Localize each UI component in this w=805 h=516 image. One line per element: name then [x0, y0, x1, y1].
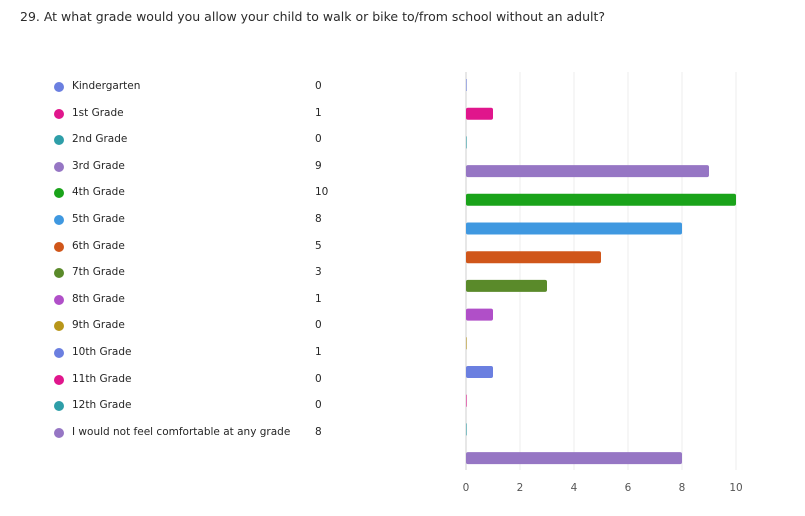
bar [466, 222, 682, 235]
legend-label: I would not feel comfortable at any grad… [72, 425, 291, 438]
bar [466, 423, 467, 436]
legend-count: 0 [315, 319, 322, 332]
legend-label: 11th Grade [72, 372, 132, 385]
legend-count: 0 [315, 133, 322, 146]
legend-label: 2nd Grade [72, 133, 128, 146]
legend-count: 0 [315, 372, 322, 385]
legend-item: 2nd Grade 0 [0, 130, 360, 150]
bar [466, 165, 709, 178]
legend-count: 10 [315, 186, 329, 199]
legend-swatch [54, 241, 64, 252]
legend-label: 1st Grade [72, 106, 124, 119]
x-tick-label: 10 [729, 482, 742, 494]
legend-item: 4th Grade 10 [0, 183, 360, 203]
x-tick-label: 2 [517, 482, 524, 494]
bar [466, 279, 547, 292]
legend-swatch [54, 108, 64, 119]
legend-count: 0 [315, 399, 322, 412]
legend-count: 5 [315, 239, 322, 252]
legend-count: 8 [315, 425, 322, 438]
legend-swatch [54, 268, 64, 279]
bar [466, 337, 467, 350]
bar [466, 107, 493, 120]
x-tick-label: 0 [463, 482, 470, 494]
chart-legend: Kindergarten 0 1st Grade 1 2nd Grade 0 3rd Gra… [0, 0, 360, 516]
question-title: 29. At what grade would you allow your c… [20, 9, 605, 24]
legend-swatch [54, 161, 64, 172]
legend-item: Kindergarten 0 [0, 77, 360, 97]
legend-item: 10th Grade 1 [0, 343, 360, 363]
x-tick-label: 8 [679, 482, 686, 494]
bar [466, 366, 493, 378]
legend-label: 10th Grade [72, 346, 132, 358]
legend-label: 5th Grade [72, 213, 125, 225]
legend-swatch [54, 374, 64, 385]
legend-item: 11th Grade 0 [0, 370, 360, 390]
legend-swatch [54, 215, 64, 225]
legend-item: I would not feel comfortable at any grad… [0, 423, 360, 443]
legend-swatch [54, 427, 64, 438]
x-tick-label: 6 [625, 482, 632, 494]
legend-item: 9th Grade 0 [0, 316, 360, 336]
legend-label: Kindergarten [72, 80, 141, 92]
legend-swatch [54, 188, 64, 199]
legend-swatch [54, 82, 64, 92]
legend-count: 0 [315, 80, 322, 92]
legend-item: 8th Grade 1 [0, 290, 360, 310]
legend-item: 7th Grade 3 [0, 263, 360, 283]
legend-label: 3rd Grade [72, 159, 125, 172]
bar [466, 308, 493, 321]
legend-label: 7th Grade [72, 266, 125, 279]
bar [466, 79, 467, 91]
legend-label: 4th Grade [72, 186, 125, 199]
legend-count: 1 [315, 346, 322, 358]
legend-item: 3rd Grade 9 [0, 157, 360, 177]
legend-item: 1st Grade 1 [0, 104, 360, 124]
legend-swatch [54, 401, 64, 412]
legend-label: 9th Grade [72, 319, 125, 332]
legend-count: 1 [315, 292, 322, 305]
legend-count: 3 [315, 266, 322, 279]
legend-item: 5th Grade 8 [0, 210, 360, 230]
legend-count: 1 [315, 106, 322, 119]
legend-swatch [54, 135, 64, 146]
bar [466, 251, 601, 264]
legend-label: 8th Grade [72, 292, 125, 305]
legend-label: 12th Grade [72, 399, 132, 412]
legend-label: 6th Grade [72, 239, 125, 252]
legend-swatch [54, 321, 64, 332]
bar [466, 193, 736, 206]
bar [466, 136, 467, 149]
legend-item: 12th Grade 0 [0, 396, 360, 416]
bar [466, 394, 467, 407]
x-tick-label: 4 [571, 482, 578, 494]
bar [466, 452, 682, 465]
legend-item: 6th Grade 5 [0, 237, 360, 257]
legend-count: 8 [315, 213, 322, 225]
legend-count: 9 [315, 159, 322, 172]
legend-swatch [54, 348, 64, 358]
legend-swatch [54, 294, 64, 305]
